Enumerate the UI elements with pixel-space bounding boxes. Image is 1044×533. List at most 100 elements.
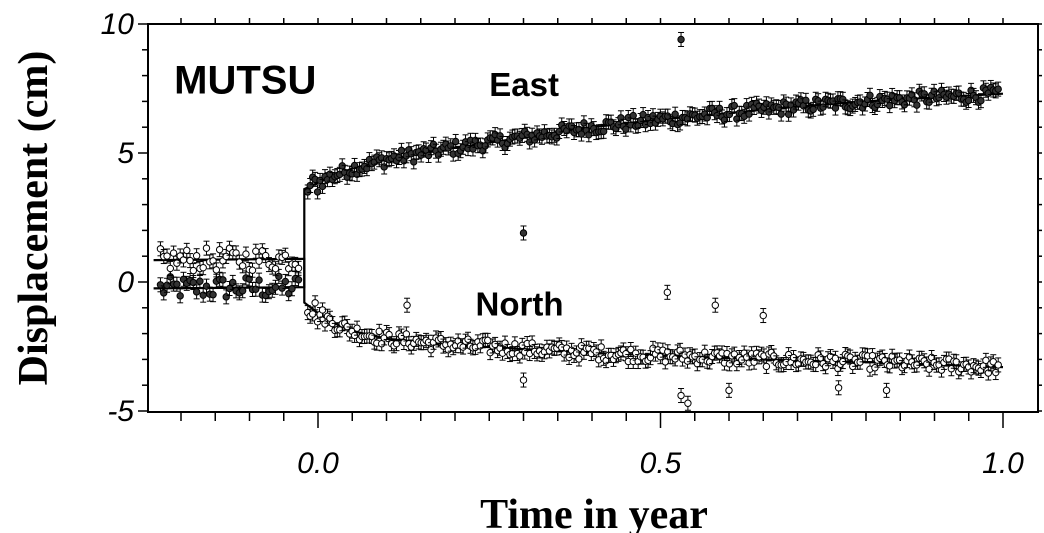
north-point-outlier bbox=[684, 395, 692, 411]
marker bbox=[288, 285, 296, 293]
marker bbox=[219, 276, 227, 284]
north-point bbox=[691, 348, 699, 364]
north-point bbox=[248, 262, 257, 278]
marker bbox=[937, 366, 946, 374]
marker bbox=[308, 310, 317, 318]
marker bbox=[886, 362, 894, 370]
marker bbox=[646, 353, 655, 362]
marker bbox=[353, 324, 361, 332]
north-point bbox=[163, 248, 171, 264]
marker bbox=[684, 399, 692, 407]
east-point bbox=[410, 154, 418, 170]
north-point bbox=[622, 346, 630, 362]
north-point bbox=[321, 316, 329, 332]
north-point bbox=[336, 322, 344, 338]
north-point bbox=[232, 245, 240, 261]
east-point bbox=[199, 287, 207, 303]
north-point-outlier bbox=[725, 382, 733, 398]
marker bbox=[192, 288, 201, 296]
marker bbox=[873, 100, 882, 109]
marker bbox=[821, 363, 830, 371]
marker bbox=[451, 137, 460, 146]
marker bbox=[209, 290, 217, 299]
north-point bbox=[183, 242, 191, 258]
marker bbox=[560, 350, 568, 358]
marker bbox=[691, 352, 699, 360]
marker bbox=[199, 263, 207, 272]
north-point bbox=[242, 246, 250, 262]
marker bbox=[275, 272, 283, 281]
marker bbox=[883, 95, 891, 103]
east-point bbox=[784, 106, 793, 122]
annotation-north: North bbox=[476, 286, 564, 323]
north-point bbox=[189, 263, 198, 279]
east-point bbox=[275, 268, 283, 284]
north-point bbox=[281, 247, 290, 263]
annotation-east: East bbox=[489, 66, 559, 103]
east-point bbox=[173, 276, 181, 292]
marker bbox=[156, 245, 165, 253]
north-point bbox=[238, 258, 247, 274]
east-point bbox=[622, 121, 630, 137]
east-point bbox=[809, 101, 817, 117]
marker bbox=[868, 351, 877, 360]
marker bbox=[663, 288, 672, 297]
marker bbox=[189, 266, 198, 275]
marker bbox=[318, 306, 327, 314]
east-point bbox=[730, 98, 739, 114]
marker bbox=[156, 281, 165, 289]
marker bbox=[232, 249, 240, 257]
marker bbox=[255, 257, 263, 265]
north-point bbox=[215, 242, 224, 258]
north-point bbox=[156, 241, 165, 257]
north-point bbox=[575, 351, 583, 367]
east-point bbox=[219, 272, 227, 288]
marker bbox=[955, 89, 963, 97]
marker bbox=[703, 114, 711, 122]
marker bbox=[163, 281, 171, 289]
marker bbox=[762, 362, 771, 371]
marker bbox=[895, 356, 904, 364]
marker bbox=[166, 264, 175, 273]
y-tick-label: 5 bbox=[117, 137, 134, 170]
north-point bbox=[222, 248, 230, 264]
marker bbox=[242, 250, 250, 258]
marker bbox=[202, 282, 211, 290]
marker bbox=[410, 158, 418, 166]
north-point bbox=[192, 248, 201, 264]
data-points bbox=[156, 31, 1002, 411]
east-point bbox=[196, 273, 204, 289]
marker bbox=[491, 340, 499, 349]
east-point bbox=[449, 146, 457, 162]
east-point bbox=[192, 284, 201, 300]
marker bbox=[392, 339, 401, 348]
marker bbox=[225, 284, 234, 293]
east-point bbox=[496, 128, 504, 144]
marker bbox=[173, 280, 181, 288]
east-point-outlier bbox=[677, 31, 685, 47]
marker bbox=[248, 266, 257, 274]
marker bbox=[160, 289, 168, 297]
marker bbox=[183, 246, 191, 255]
marker bbox=[677, 35, 685, 44]
marker bbox=[866, 91, 874, 100]
north-point bbox=[762, 358, 771, 374]
north-point bbox=[868, 348, 877, 364]
marker bbox=[215, 245, 224, 254]
y-axis-title: Displacement (cm) bbox=[11, 51, 57, 386]
marker bbox=[982, 356, 990, 365]
north-point bbox=[994, 357, 1002, 373]
axis-ticks bbox=[138, 18, 1042, 428]
marker bbox=[252, 247, 260, 255]
marker bbox=[725, 386, 733, 395]
x-tick-label: 1.0 bbox=[982, 447, 1024, 480]
north-point-outlier bbox=[759, 308, 767, 324]
marker bbox=[725, 360, 734, 368]
marker bbox=[304, 188, 312, 196]
marker bbox=[711, 301, 719, 309]
marker bbox=[831, 104, 840, 112]
east-point bbox=[160, 285, 168, 301]
north-point bbox=[730, 346, 739, 362]
marker bbox=[831, 354, 840, 363]
marker bbox=[238, 262, 247, 270]
